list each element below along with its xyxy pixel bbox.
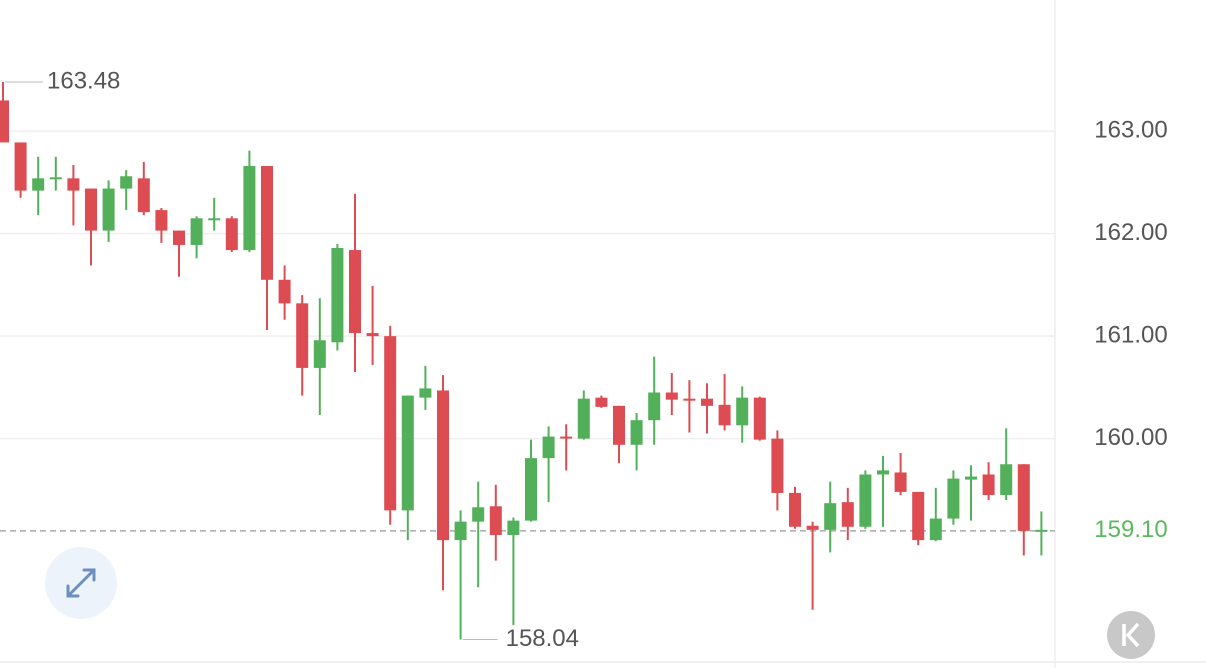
candle-body	[419, 388, 432, 398]
candle-body	[859, 474, 872, 527]
candle-body	[701, 398, 713, 406]
candle-body	[14, 142, 27, 191]
min-label: 158.04	[506, 625, 579, 652]
candle-body	[630, 420, 643, 445]
candle-body	[472, 507, 485, 522]
candle-body	[577, 398, 590, 439]
candle-body	[1000, 464, 1013, 495]
candle-body	[155, 210, 168, 231]
candle-body	[331, 248, 344, 343]
max-label: 163.48	[47, 67, 120, 94]
candle-body	[665, 392, 678, 400]
candle-body	[560, 436, 573, 439]
labels: 160.00 161.00 162.00 163.00 159.10 163.48 158.…	[5, 67, 1206, 652]
candle-body	[894, 472, 907, 492]
candle-body	[965, 476, 977, 480]
y-tick-label: 161.00	[1094, 321, 1167, 348]
expand-button[interactable]	[45, 547, 117, 619]
candle-body	[753, 397, 766, 440]
candle-body	[718, 404, 731, 426]
last-price-label: 159.10	[1094, 516, 1167, 543]
candle-body	[947, 478, 960, 519]
candle-body	[1017, 464, 1030, 531]
scroll-to-latest-button[interactable]	[1107, 611, 1155, 659]
y-tick-label: 162.00	[1094, 219, 1167, 246]
candle-body	[137, 178, 150, 213]
candle-body	[595, 397, 608, 407]
candle-body	[243, 166, 256, 251]
candle-body	[789, 492, 801, 527]
candle-body	[85, 188, 97, 231]
candle-body	[877, 470, 889, 475]
candle-body	[912, 491, 925, 541]
candle-body	[120, 176, 133, 189]
candle-body	[736, 397, 749, 426]
candle-body	[824, 503, 837, 530]
candle-body	[771, 438, 784, 493]
candle-body	[929, 518, 942, 541]
candle-body	[49, 177, 62, 180]
candle-body	[384, 336, 397, 511]
candle-body	[349, 250, 361, 334]
y-tick-label: 163.00	[1094, 117, 1167, 144]
candle-body	[489, 506, 502, 535]
candle-body	[841, 502, 854, 527]
candle-body	[190, 218, 203, 245]
candle-body	[278, 279, 291, 304]
candle-body	[613, 405, 625, 445]
candle-body	[225, 218, 238, 251]
y-tick-label: 160.00	[1094, 424, 1167, 451]
candle-body	[32, 178, 45, 191]
candle-body	[173, 230, 185, 245]
candle-body	[507, 520, 520, 535]
candle-body	[525, 458, 537, 521]
candle-body	[401, 395, 414, 511]
candle-body	[296, 303, 309, 368]
candle-body	[454, 521, 467, 541]
candle-body	[806, 525, 819, 530]
candle-body	[366, 333, 379, 337]
candle-body	[102, 188, 115, 231]
last-price-bg	[1058, 512, 1206, 549]
candle-body	[313, 340, 326, 368]
candles	[0, 81, 1048, 640]
candle-body	[648, 392, 661, 421]
candle-body	[982, 474, 995, 495]
candle-body	[67, 178, 80, 191]
candle-body	[208, 218, 221, 221]
candle-body	[683, 398, 696, 401]
candle-body	[437, 390, 449, 541]
candle-body	[1035, 529, 1048, 532]
candle-body	[261, 166, 273, 280]
candle-body	[0, 100, 9, 143]
candle-body	[542, 436, 555, 459]
